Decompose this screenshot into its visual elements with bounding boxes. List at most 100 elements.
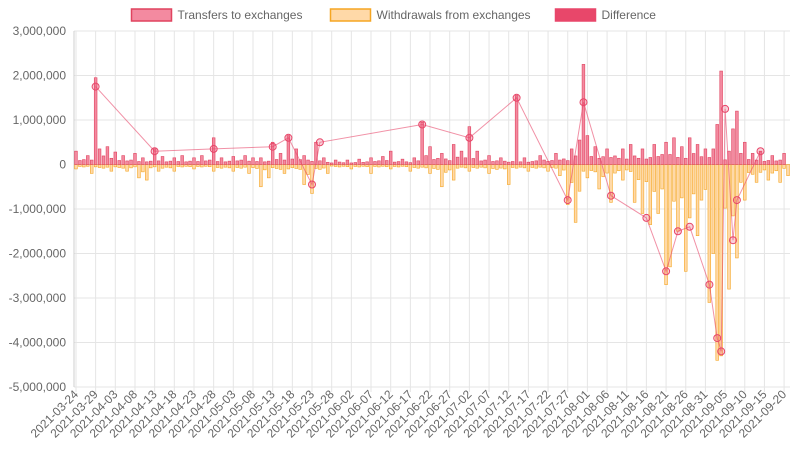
transfer-bar xyxy=(381,156,385,165)
transfer-bar xyxy=(145,161,149,165)
legend-swatch xyxy=(329,8,372,22)
transfer-bar xyxy=(412,157,416,165)
transfer-bar xyxy=(676,157,680,165)
withdrawal-bar xyxy=(778,164,782,183)
transfer-bar xyxy=(152,148,157,165)
transfer-bar xyxy=(404,161,409,165)
transfer-bar xyxy=(605,148,609,165)
transfer-bar xyxy=(585,135,590,165)
transfer-bar xyxy=(656,156,660,165)
transfer-bar xyxy=(577,139,582,165)
transfer-bar xyxy=(329,162,334,165)
difference-point xyxy=(284,133,293,142)
y-tick-label: -1,000,000 xyxy=(9,202,67,216)
transfer-bar xyxy=(326,161,330,165)
withdrawal-bar xyxy=(164,164,169,168)
withdrawal-bar xyxy=(758,164,763,173)
withdrawal-bar xyxy=(270,164,275,168)
withdrawal-bar xyxy=(495,164,499,170)
withdrawal-bar xyxy=(145,164,149,181)
difference-point xyxy=(713,334,722,343)
difference-point xyxy=(662,267,671,276)
transfer-bar xyxy=(782,153,786,165)
transfer-bar xyxy=(436,158,440,165)
transfer-bar xyxy=(601,156,605,165)
axes: 3,000,000 2,000,000 1,000,000 0 -1,000,000 -2… xyxy=(9,24,790,441)
transfer-bar xyxy=(664,141,668,165)
transfer-bar xyxy=(680,146,684,165)
transfer-bar xyxy=(290,158,295,165)
transfer-bar xyxy=(735,110,739,165)
transfer-bar xyxy=(534,160,538,165)
withdrawal-bar xyxy=(353,164,357,167)
transfer-bar xyxy=(149,160,153,165)
withdrawal-bar xyxy=(109,164,114,172)
withdrawal-bar xyxy=(416,164,420,169)
withdrawal-bar xyxy=(680,164,684,199)
transfer-bar xyxy=(644,158,649,165)
transfer-bar xyxy=(625,158,629,165)
transfer-bar xyxy=(569,148,574,165)
withdrawal-bar xyxy=(577,164,582,192)
withdrawal-bar xyxy=(562,164,566,171)
difference-point xyxy=(717,347,726,356)
transfer-bar xyxy=(251,157,255,165)
transfer-bar xyxy=(499,157,503,165)
transfer-bar xyxy=(562,158,566,165)
transfer-bar xyxy=(510,161,515,165)
withdrawal-bar xyxy=(286,164,291,170)
transfer-bar xyxy=(703,148,708,165)
withdrawal-bar xyxy=(632,164,637,203)
bars xyxy=(74,64,790,361)
transfer-bar xyxy=(416,160,420,165)
withdrawal-bar xyxy=(420,164,424,168)
withdrawal-bar xyxy=(739,164,743,183)
difference-point xyxy=(705,280,714,289)
transfer-bar xyxy=(243,155,247,165)
withdrawal-bar xyxy=(247,164,251,174)
withdrawal-bar xyxy=(699,164,704,201)
withdrawal-bar xyxy=(156,164,161,172)
transfer-bar xyxy=(778,159,782,165)
transfer-bar xyxy=(589,156,594,165)
transfer-bar xyxy=(160,156,165,165)
transfer-bar xyxy=(392,161,397,165)
withdrawal-bar xyxy=(747,164,751,173)
withdrawal-bar xyxy=(554,164,558,169)
transfer-bar xyxy=(518,161,523,165)
withdrawal-bar xyxy=(349,164,354,170)
withdrawal-bar xyxy=(357,164,361,168)
transfer-bar xyxy=(239,159,243,165)
transfer-bar xyxy=(691,153,696,165)
transfer-bar xyxy=(420,121,424,165)
withdrawal-bar xyxy=(105,164,110,168)
transfer-bar xyxy=(259,157,263,165)
transfer-bar xyxy=(522,157,527,165)
grid xyxy=(73,30,790,392)
withdrawal-bar xyxy=(255,164,259,169)
transfer-bar xyxy=(526,161,531,165)
transfer-bar xyxy=(365,161,369,165)
withdrawal-bar xyxy=(152,164,157,168)
withdrawal-bar xyxy=(137,164,141,179)
difference-point xyxy=(512,93,521,102)
withdrawal-bar xyxy=(219,164,224,169)
withdrawal-bar xyxy=(672,164,676,202)
transfer-bar xyxy=(215,161,220,165)
transfer-bar xyxy=(542,159,546,165)
transfer-bar xyxy=(164,161,169,165)
transfer-bar xyxy=(267,160,271,165)
transfer-bar xyxy=(487,155,491,165)
withdrawal-bar xyxy=(782,164,786,169)
transfer-bar xyxy=(463,157,468,165)
difference-point xyxy=(579,98,588,107)
transfer-bar xyxy=(507,161,511,165)
transfer-bar xyxy=(192,157,196,165)
difference-point xyxy=(465,133,474,142)
transfer-bar xyxy=(113,151,117,165)
withdrawal-bar xyxy=(467,164,472,172)
withdrawal-bar xyxy=(251,164,255,168)
transfer-bar xyxy=(255,161,259,165)
transfer-bar xyxy=(117,160,121,165)
